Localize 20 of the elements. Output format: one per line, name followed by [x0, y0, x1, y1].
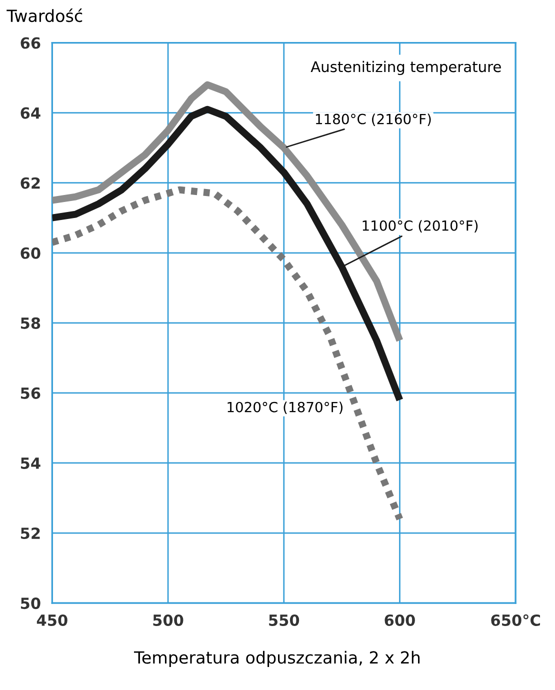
y-tick-label: 56	[20, 387, 40, 399]
y-tick-label: 50	[20, 598, 40, 610]
y-tick-label: 54	[20, 458, 40, 470]
annotation: Austenitizing temperature	[310, 60, 501, 76]
text: 1100°C (2010°F)	[362, 220, 478, 232]
x-tick-label: 600	[384, 614, 415, 626]
text: 1180°C (2160°F)	[316, 114, 431, 126]
x-tick-label: 550	[269, 614, 300, 626]
y-tick-label: 58	[20, 317, 40, 329]
series-label: 1020°C (1870°F)	[228, 402, 342, 414]
y-tick-label: 66	[20, 37, 40, 49]
y-tick-label: 64	[20, 107, 40, 119]
y-axis-title: Twardość	[6, 8, 82, 22]
x-tick-label: 500	[153, 614, 184, 626]
y-tick-label: 62	[20, 177, 40, 189]
x-tick-label: 650°C	[491, 614, 540, 626]
y-tick-label: 60	[20, 247, 40, 259]
x-axis-title: Temperatura odpuszczania, 2 x 2h	[134, 650, 420, 668]
y-tick-label: 52	[20, 527, 40, 540]
x-tick-label: 450	[36, 614, 68, 626]
